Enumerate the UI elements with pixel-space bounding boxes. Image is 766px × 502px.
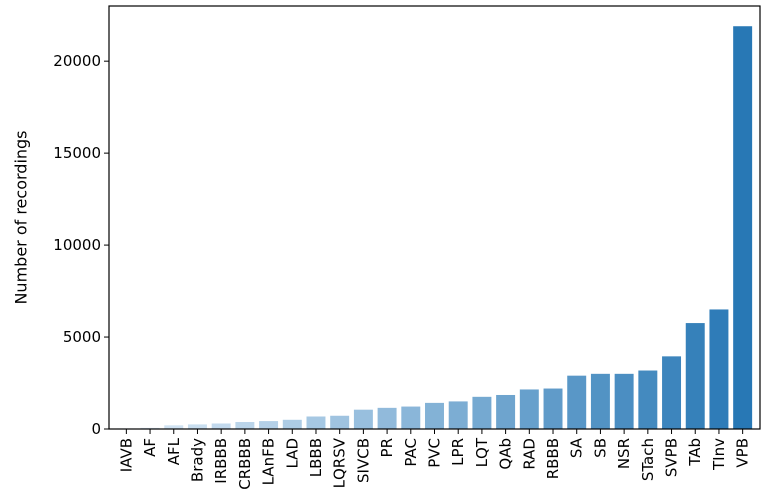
x-tick-label-sb: SB: [591, 438, 609, 458]
bar-tinv: [709, 309, 729, 429]
x-tick-label-sivcb: SIVCB: [354, 438, 372, 483]
x-tick-label-qab: QAb: [497, 438, 515, 470]
y-tick-label-15000: 15000: [53, 144, 101, 162]
x-tick-label-lqrsv: LQRSV: [331, 437, 349, 488]
bar-svpb: [662, 356, 682, 429]
bar-pr: [377, 407, 397, 429]
bar-sb: [590, 373, 610, 429]
y-tick-label-10000: 10000: [53, 236, 101, 254]
bar-sivcb: [353, 409, 373, 429]
bar-tab: [685, 323, 705, 429]
x-tick-label-lqt: LQT: [473, 437, 491, 467]
bar-stach: [638, 370, 658, 429]
bar-nsr: [614, 373, 634, 429]
bar-sa: [567, 375, 587, 429]
x-tick-label-pvc: PVC: [426, 438, 444, 468]
bar-lpr: [448, 401, 468, 429]
bar-pvc: [425, 402, 444, 429]
x-tick-label-crbbb: CRBBB: [236, 438, 254, 490]
bar-crbbb: [235, 422, 255, 429]
y-axis-label: Number of recordings: [12, 130, 31, 304]
x-tick-label-brady: Brady: [188, 438, 206, 482]
bar-brady: [187, 424, 207, 429]
bars-group: [116, 26, 753, 429]
x-tick-label-tinv: TInv: [710, 438, 728, 471]
bar-lqt: [472, 396, 492, 429]
x-tick-label-sa: SA: [568, 437, 586, 458]
bar-lbbb: [306, 416, 326, 429]
bar-afl: [164, 425, 184, 429]
x-tick-label-nsr: NSR: [615, 438, 633, 469]
x-tick-label-lbbb: LBBB: [307, 438, 325, 477]
x-tick-label-stach: STach: [639, 438, 657, 481]
x-tick-label-iavb: IAVB: [117, 438, 135, 472]
x-tick-label-irbbb: IRBBB: [212, 438, 230, 484]
y-axis: 0 5000 10000 15000 20000: [53, 52, 109, 438]
bar-lad: [282, 419, 302, 429]
x-tick-label-pr: PR: [378, 438, 396, 457]
x-tick-label-lad: LAD: [283, 438, 301, 469]
x-tick-label-vpb: VPB: [734, 438, 752, 468]
x-tick-label-svpb: SVPB: [663, 438, 681, 477]
x-tick-label-afl: AFL: [165, 437, 183, 465]
bar-vpb: [733, 26, 753, 429]
x-tick-label-lanfb: LAnFB: [260, 438, 278, 485]
bar-lanfb: [259, 421, 279, 429]
x-tick-label-rad: RAD: [520, 438, 538, 470]
x-axis: IAVB AF AFL Brady IRBBB CRBBB LAnFB LAD LBBB LQRS…: [117, 429, 752, 490]
x-tick-label-af: AF: [141, 438, 159, 457]
bar-pac: [401, 406, 421, 429]
x-tick-label-rbbb: RBBB: [544, 438, 562, 479]
x-tick-label-pac: PAC: [402, 438, 420, 467]
y-tick-label-0: 0: [91, 420, 101, 438]
bar-rad: [519, 389, 539, 429]
bar-lqrsv: [330, 415, 350, 429]
bar-qab: [496, 394, 516, 429]
bar-rbbb: [543, 388, 563, 429]
y-tick-label-20000: 20000: [53, 52, 101, 70]
bar-irbbb: [211, 423, 231, 429]
x-tick-label-tab: TAb: [686, 438, 704, 467]
x-tick-label-lpr: LPR: [449, 438, 467, 466]
y-tick-label-5000: 5000: [63, 328, 101, 346]
